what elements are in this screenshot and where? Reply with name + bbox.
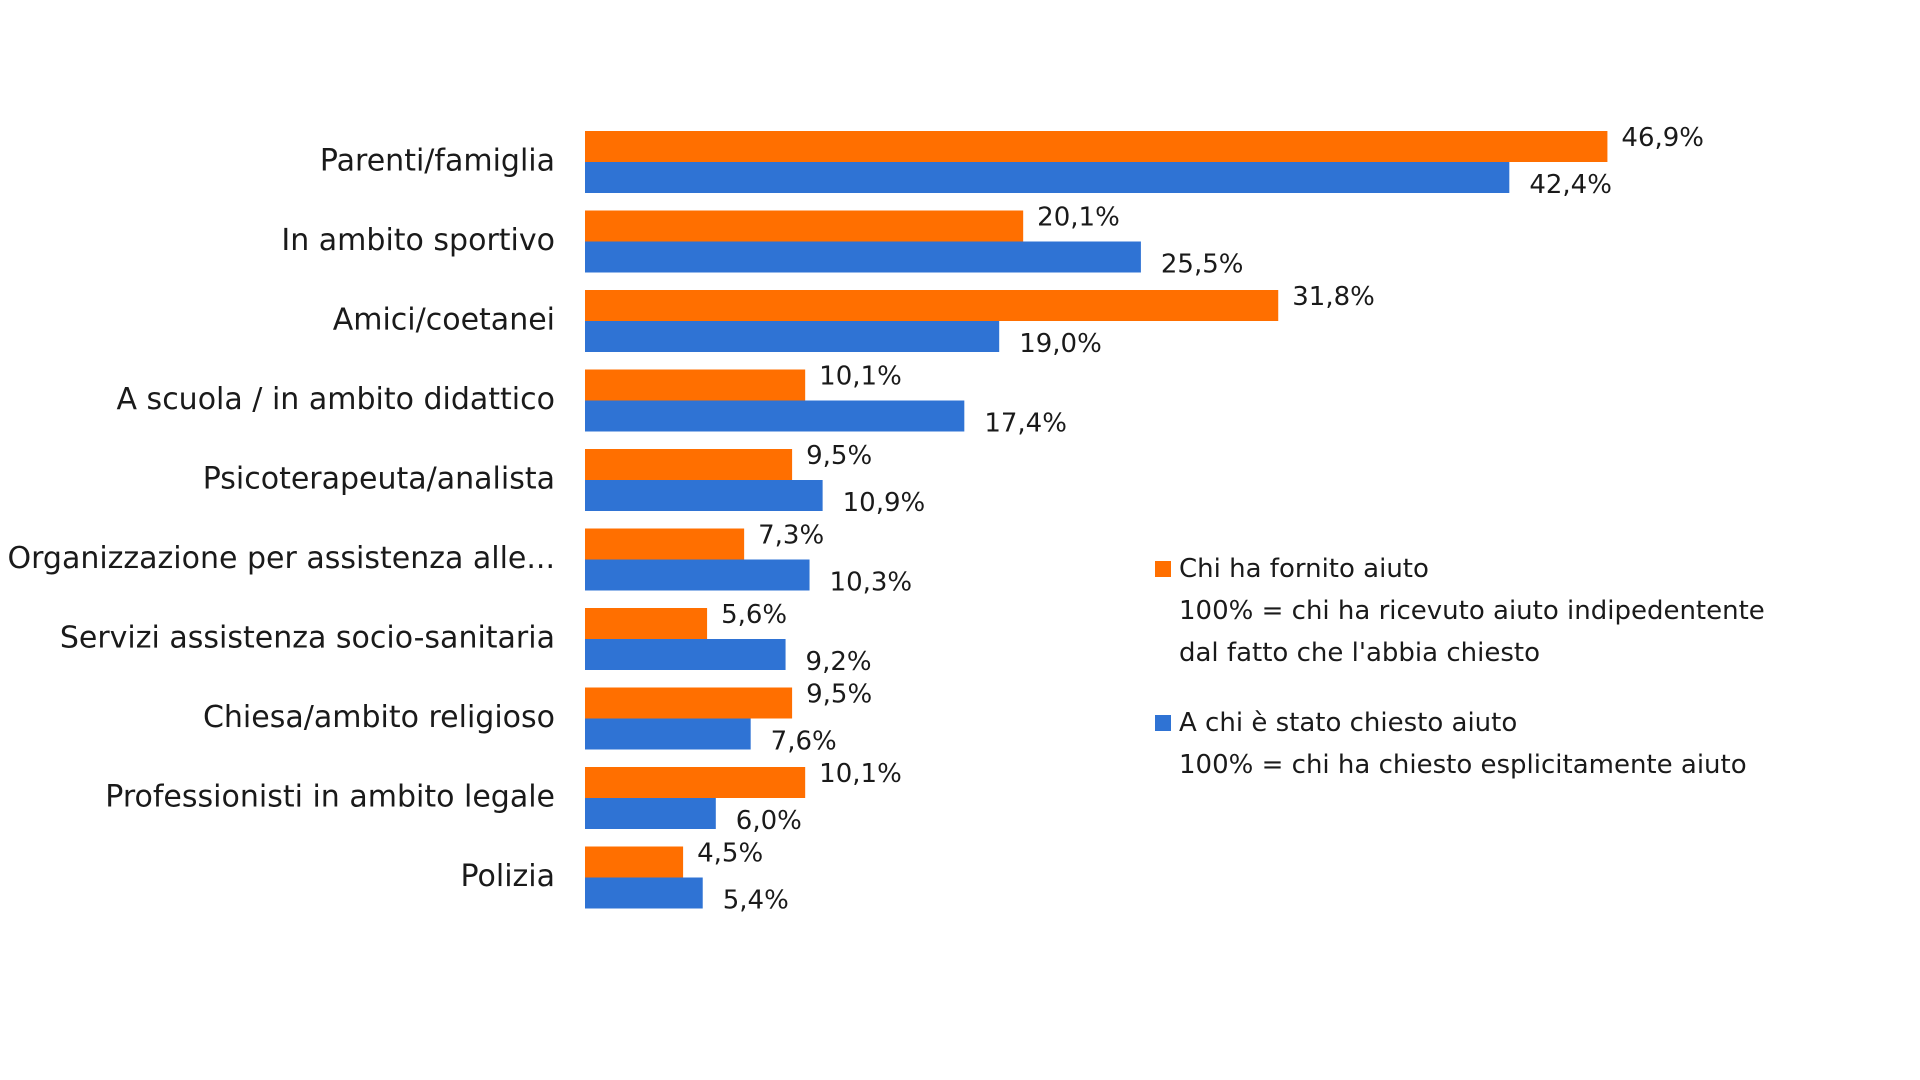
bar-series-1 [585, 369, 806, 401]
bar-series-2 [585, 400, 965, 432]
data-label-series-1: 4,5% [697, 839, 763, 869]
data-label-series-2: 25,5% [1161, 250, 1244, 280]
bar-series-1 [585, 131, 1608, 162]
data-label-series-2: 42,4% [1529, 170, 1612, 200]
data-label-series-2: 9,2% [806, 647, 872, 677]
category-label: A scuola / in ambito didattico [117, 382, 556, 417]
category-label: Psicoterapeuta/analista [203, 462, 555, 497]
bar-series-2 [585, 559, 810, 591]
bar-series-1 [585, 608, 708, 639]
bar-series-2 [585, 480, 823, 511]
data-label-series-2: 10,9% [843, 488, 926, 518]
category-label: Organizzazione per assistenza alle... [7, 541, 555, 576]
bar-series-2 [585, 718, 751, 750]
data-label-series-1: 5,6% [721, 600, 787, 630]
bar-series-2 [585, 162, 1510, 193]
data-label-series-1: 7,3% [758, 521, 824, 551]
bar-series-2 [585, 877, 703, 909]
category-label: Servizi assistenza socio-sanitaria [60, 621, 555, 656]
bar-series-1 [585, 528, 745, 560]
bar-series-2 [585, 798, 716, 829]
category-label: Amici/coetanei [333, 303, 555, 338]
data-label-series-1: 9,5% [806, 441, 872, 471]
bar-series-2 [585, 639, 786, 670]
bar-series-1 [585, 210, 1024, 242]
data-label-series-2: 6,0% [736, 806, 802, 836]
category-label: Parenti/famiglia [320, 144, 555, 179]
data-label-series-1: 20,1% [1037, 203, 1120, 233]
data-label-series-2: 5,4% [723, 886, 789, 916]
category-label: Polizia [460, 859, 555, 894]
data-label-series-2: 7,6% [771, 727, 837, 757]
category-label: In ambito sportivo [281, 223, 555, 258]
legend-entry-series-1: Chi ha fornito aiuto 100% = chi ha ricev… [1155, 548, 1775, 674]
data-label-series-1: 46,9% [1621, 123, 1704, 153]
data-label-series-1: 10,1% [819, 759, 902, 789]
chart-legend: Chi ha fornito aiuto 100% = chi ha ricev… [1155, 548, 1775, 814]
data-label-series-1: 9,5% [806, 680, 872, 710]
bar-series-1 [585, 290, 1279, 321]
legend-swatch-series-2 [1155, 715, 1171, 731]
data-label-series-1: 31,8% [1292, 282, 1375, 312]
bar-series-1 [585, 767, 806, 798]
legend-label-series-2: A chi è stato chiesto aiuto [1179, 708, 1518, 738]
bar-series-1 [585, 449, 793, 480]
data-label-series-2: 19,0% [1019, 329, 1102, 359]
legend-note-series-1: 100% = chi ha ricevuto aiuto indipedente… [1179, 596, 1765, 668]
category-label: Chiesa/ambito religioso [203, 700, 555, 735]
data-label-series-2: 10,3% [830, 568, 913, 598]
bar-series-1 [585, 846, 684, 878]
bar-series-2 [585, 241, 1141, 273]
legend-swatch-series-1 [1155, 561, 1171, 577]
legend-note-series-2: 100% = chi ha chiesto esplicitamente aiu… [1179, 750, 1747, 780]
data-label-series-1: 10,1% [819, 362, 902, 392]
legend-entry-series-2: A chi è stato chiesto aiuto 100% = chi h… [1155, 702, 1775, 786]
bar-series-2 [585, 321, 1000, 352]
legend-label-series-1: Chi ha fornito aiuto [1179, 554, 1429, 584]
bar-series-1 [585, 687, 793, 719]
data-label-series-2: 17,4% [984, 409, 1067, 439]
category-label: Professionisti in ambito legale [105, 780, 555, 815]
